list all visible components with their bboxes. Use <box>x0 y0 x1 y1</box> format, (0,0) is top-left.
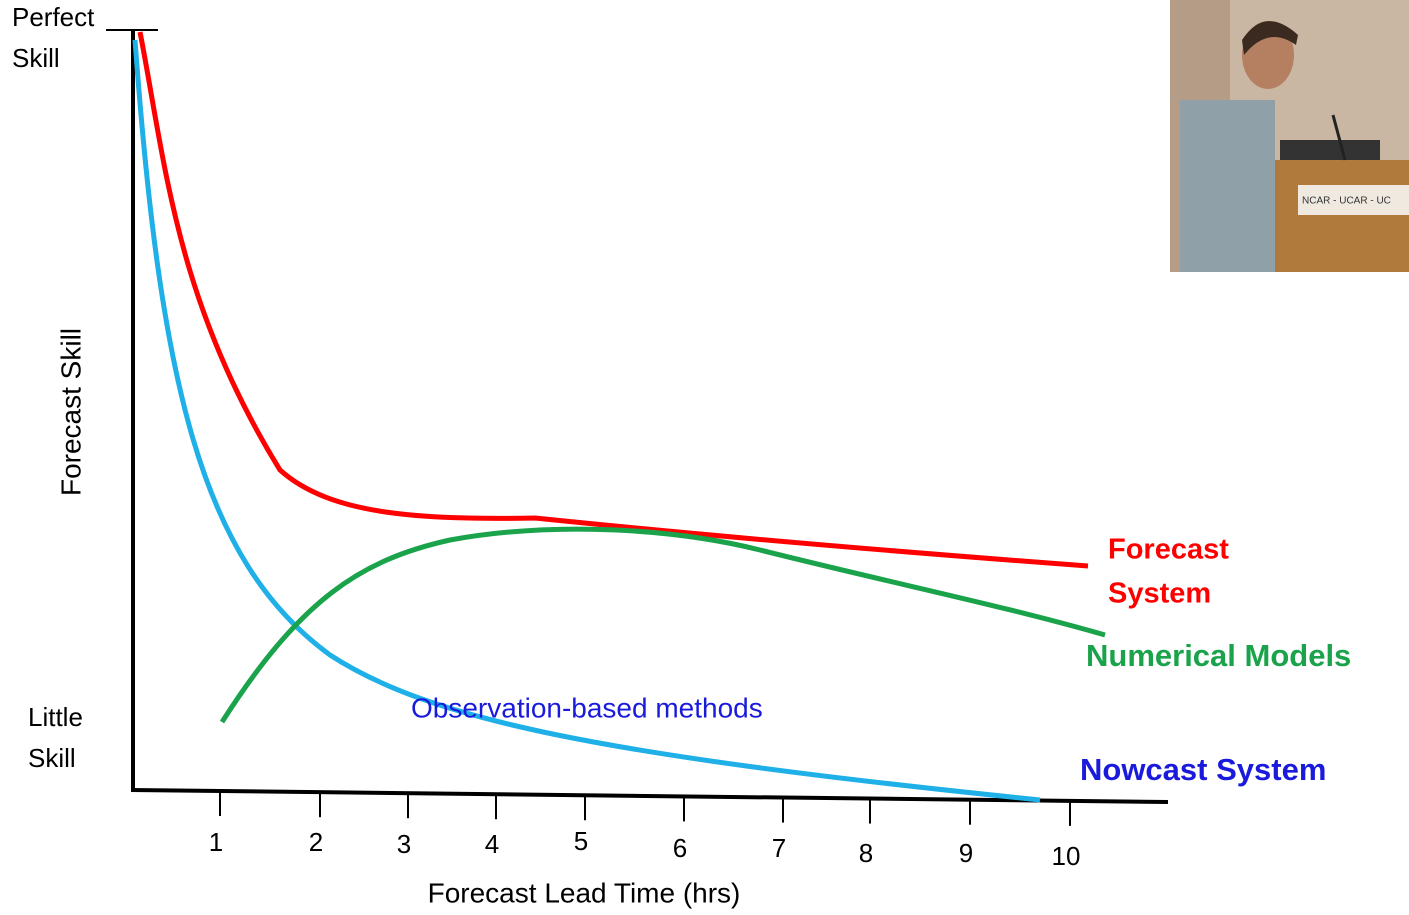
speaker-photo: NCAR - UCAR - UC <box>1170 0 1409 272</box>
x-tick-label: 3 <box>397 829 411 859</box>
numerical-models-label: Numerical Models <box>1086 638 1351 673</box>
x-tick-label: 1 <box>209 827 223 857</box>
sign-text: NCAR - UCAR - UC <box>1302 196 1391 207</box>
x-tick-label: 9 <box>959 838 973 868</box>
observation-label: Observation-based methods <box>411 692 763 723</box>
forecast-system-curve <box>137 31 1089 569</box>
bottom-label: Skill <box>28 743 76 773</box>
forecast-system-label: Forecast <box>1108 534 1229 566</box>
bottom-label: Little <box>28 702 83 732</box>
nowcast-curve <box>132 39 1041 803</box>
numerical-models-curve <box>219 526 1106 724</box>
x-tick-label: 10 <box>1052 841 1081 871</box>
x-ticks <box>219 792 1071 826</box>
x-tick-label: 5 <box>574 826 588 856</box>
top-label: Perfect <box>12 2 95 32</box>
x-axis <box>130 788 1169 804</box>
y-axis-label: Forecast Skill <box>55 328 86 496</box>
x-tick-label: 6 <box>673 833 687 863</box>
x-axis-label: Forecast Lead Time (hrs) <box>428 877 741 908</box>
nowcast-label: Nowcast System <box>1080 752 1326 787</box>
x-tick-label: 4 <box>485 829 499 859</box>
top-label: Skill <box>12 43 60 73</box>
x-tick-label: 2 <box>309 827 323 857</box>
forecast-system-label: System <box>1108 578 1211 610</box>
x-tick-label: 7 <box>772 833 786 863</box>
x-tick-label: 8 <box>859 838 873 868</box>
